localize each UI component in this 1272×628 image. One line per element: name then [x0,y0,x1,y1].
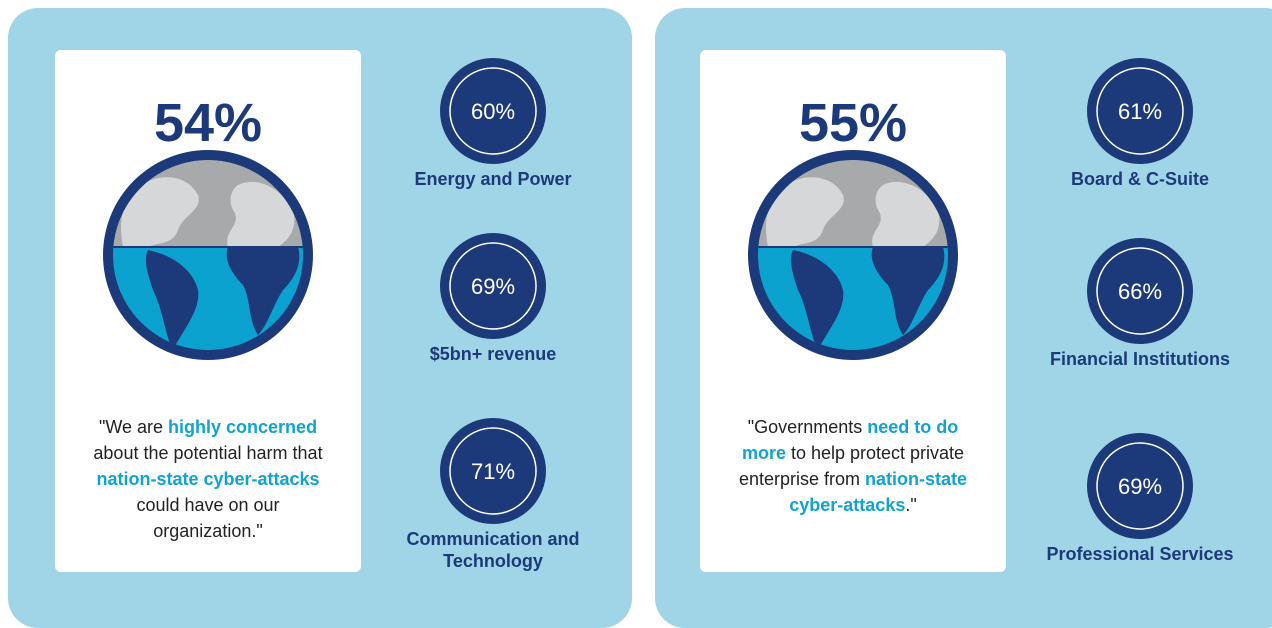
stat-disc [1087,238,1193,344]
land-africa [226,247,300,335]
stat-label: Communication and Technology [406,529,580,571]
quote-highlight: nation-state cyber-attacks [96,469,320,489]
stat-ring [1096,67,1184,155]
headline: 55% [798,93,908,153]
quote-highlight: need to do more [741,417,959,463]
stat-circle: 69% [440,233,546,339]
stat-disc [1087,433,1193,539]
stat-value: 60% [471,99,515,124]
stat-circle: 60% [440,58,546,164]
infographic: 54% "We are highly concerned about the po… [8,8,1272,628]
stat-disc [440,418,546,524]
stat-circle: 61% [1087,58,1193,164]
panel: 55% "Governments need to do more to help … [655,8,1272,628]
panel: 54% "We are highly concerned about the po… [8,8,632,628]
quote: "We are highly concerned about the poten… [80,414,336,544]
globe [748,150,958,360]
stat-circle: 69% [1087,433,1193,539]
land-south [145,250,199,350]
stat-value: 61% [1118,99,1162,124]
stat-value: 69% [1118,474,1162,499]
stat-circle: 71% [440,418,546,524]
stat-label: Professional Services [1046,544,1234,564]
land-europe [872,181,940,247]
stat-disc [1087,58,1193,164]
quote-text: ." [905,495,917,515]
quote-highlight: highly concerned [168,417,318,437]
stat-label: Financial Institutions [1049,349,1230,369]
stat: 61% Board & C-Suite [1015,58,1265,190]
stat: 69% $5bn+ revenue [368,233,618,365]
stat-ring [449,427,537,515]
quote-highlight: nation-state cyber-attacks [789,469,968,515]
stat: 60% Energy and Power [368,58,618,190]
stat: 66% Financial Institutions [1015,238,1265,370]
stat-value: 69% [471,274,515,299]
quote-text: could have on our organization." [136,495,280,541]
stat-ring [1096,247,1184,335]
quote-text: about the potential harm that [93,443,323,463]
quote-text: "Governments [747,417,868,437]
stat-circle: 66% [1087,238,1193,344]
stat: 69% Professional Services [1015,433,1265,565]
land-north [766,177,844,247]
land-north [121,177,199,247]
stat-disc [440,58,546,164]
stat: 71% Communication and Technology [368,418,618,572]
land-south [790,250,844,350]
quote-text: "We are [98,417,169,437]
card: 54% "We are highly concerned about the po… [55,50,361,572]
stat-ring [449,67,537,155]
stat-label: Board & C-Suite [1070,169,1209,189]
stat-value: 71% [471,459,515,484]
stat-disc [440,233,546,339]
card: 55% "Governments need to do more to help … [700,50,1006,572]
land-europe [227,181,295,247]
headline: 54% [153,93,263,153]
quote-text: to help protect private enterprise from [738,443,965,489]
stat-value: 66% [1118,279,1162,304]
stat-label: Energy and Power [414,169,572,189]
stat-ring [449,242,537,330]
quote: "Governments need to do more to help pro… [725,414,981,518]
stat-label: $5bn+ revenue [429,344,557,364]
stat-ring [1096,442,1184,530]
land-africa [871,247,945,335]
globe [103,150,313,360]
